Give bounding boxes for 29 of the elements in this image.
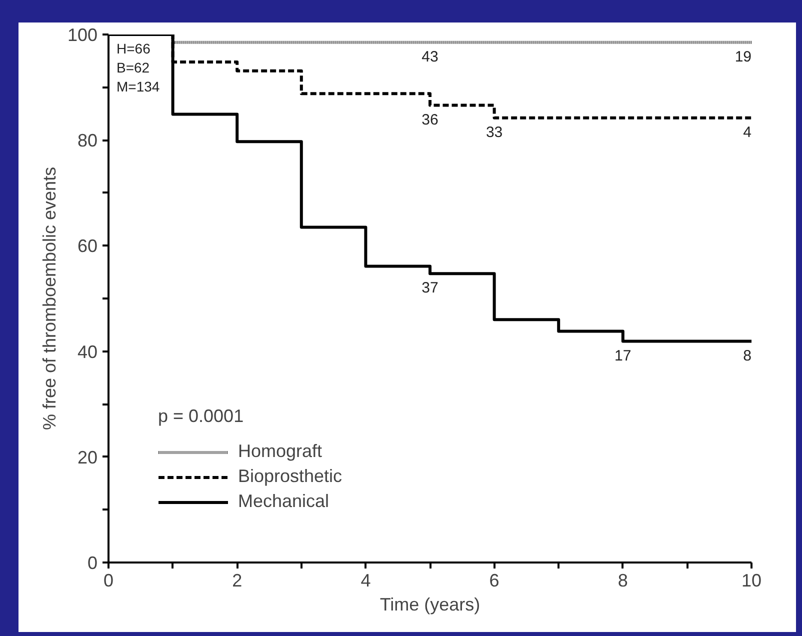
y-tick-label: 60 — [77, 236, 98, 256]
x-axis-title: Time (years) — [380, 594, 480, 614]
annotation: 4 — [743, 124, 752, 141]
x-tick-label: 0 — [103, 570, 114, 590]
legend-label: Bioprosthetic — [238, 466, 342, 487]
annotation: 8 — [743, 347, 752, 364]
x-tick-label: 6 — [489, 570, 500, 590]
y-tick-label: 20 — [77, 447, 98, 468]
annotation: 33 — [486, 124, 503, 141]
annotation: 17 — [614, 347, 632, 364]
annotation: 37 — [422, 280, 438, 297]
legend-title: p = 0.0001 — [158, 406, 245, 427]
x-tick-label: 8 — [618, 570, 628, 590]
y-axis-title: % free of thromboembolic events — [39, 166, 60, 430]
x-tick-label: 4 — [360, 570, 371, 590]
y-tick-label: 100 — [67, 25, 98, 45]
y-tick-label: 0 — [87, 553, 98, 573]
annotation: 43 — [422, 48, 438, 66]
y-tick-label: 40 — [77, 342, 98, 362]
annotation: H=66 — [116, 40, 151, 56]
x-tick-label: 2 — [232, 570, 242, 590]
annotation: M=134 — [116, 78, 160, 94]
annotation: 19 — [734, 48, 752, 66]
legend-label: Homograft — [238, 441, 322, 462]
x-tick-label: 10 — [741, 570, 762, 590]
legend-label: Mechanical — [238, 491, 330, 512]
y-tick-label: 80 — [77, 130, 98, 151]
annotation: 36 — [422, 111, 438, 128]
annotation: B=62 — [116, 60, 150, 76]
